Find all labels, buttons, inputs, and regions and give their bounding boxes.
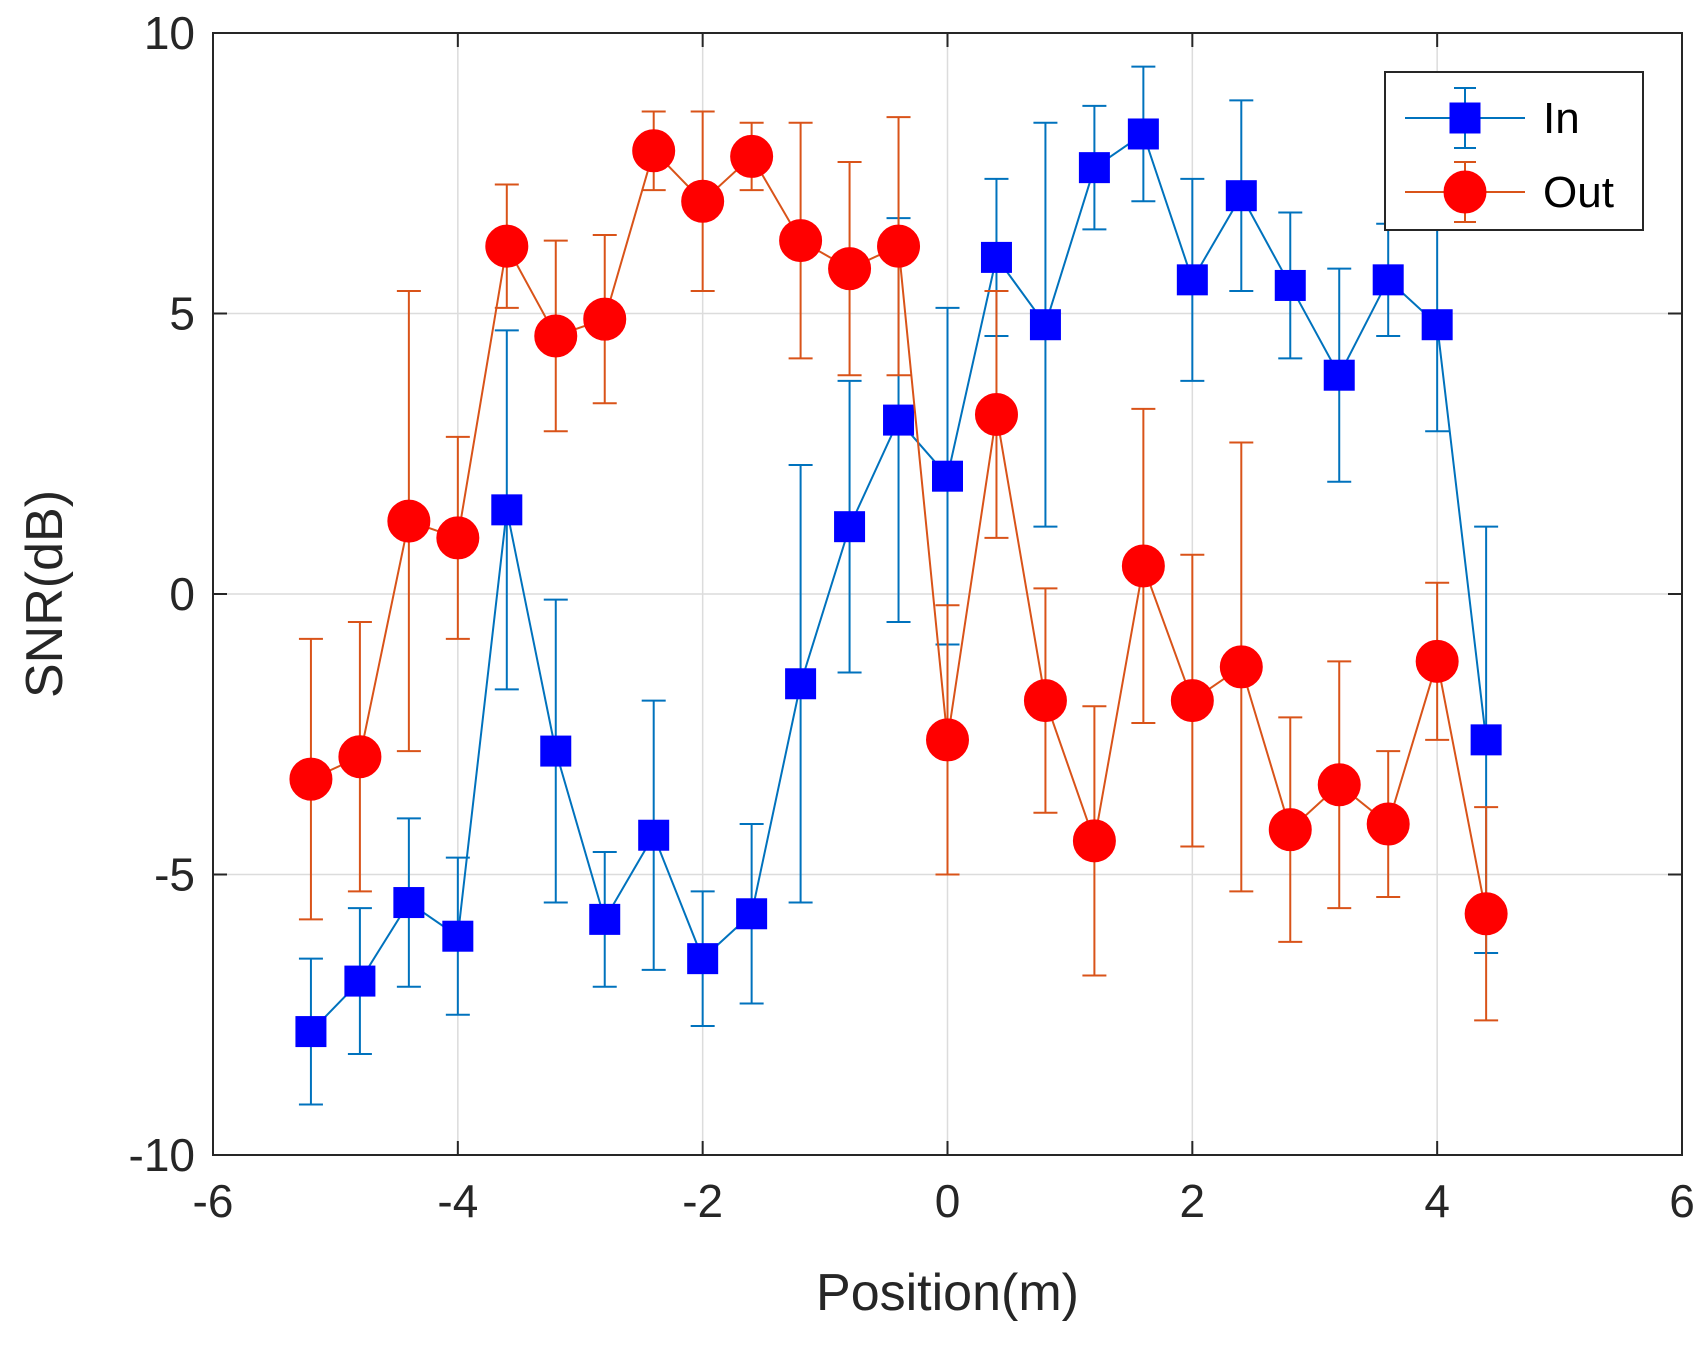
data-point-in <box>1372 264 1404 296</box>
data-point-in <box>1127 118 1159 150</box>
legend-item-out: Out <box>1405 161 1614 223</box>
data-point-out <box>828 247 872 291</box>
legend: In Out <box>1384 71 1644 231</box>
legend-box <box>1384 71 1644 231</box>
data-point-in <box>1078 152 1110 184</box>
x-tick-labels: -6 -4 -2 0 2 4 6 <box>193 1175 1695 1227</box>
data-point-out <box>1366 802 1410 846</box>
legend-marker <box>1443 170 1487 214</box>
y-tick-label: 0 <box>169 568 195 620</box>
y-tick-labels: -10 -5 0 5 10 <box>129 7 195 1181</box>
series-layer <box>289 65 1508 1106</box>
data-point-out <box>730 134 774 178</box>
data-point-in <box>540 735 572 767</box>
data-point-in <box>1176 264 1208 296</box>
y-axis-title: SNR(dB) <box>16 490 74 698</box>
x-tick-label: 6 <box>1669 1175 1695 1227</box>
x-tick-label: 2 <box>1180 1175 1206 1227</box>
legend-item-in: In <box>1405 87 1580 149</box>
data-point-in <box>883 404 915 436</box>
data-point-out <box>485 224 529 268</box>
legend-marker <box>1449 102 1481 134</box>
data-point-in <box>980 241 1012 273</box>
data-point-out <box>1464 892 1508 936</box>
data-point-in <box>736 898 768 930</box>
series-in <box>295 65 1502 1106</box>
legend-label: In <box>1543 94 1580 143</box>
data-point-in <box>344 965 376 997</box>
data-point-out <box>1023 679 1067 723</box>
data-point-out <box>387 499 431 543</box>
data-point-in <box>1225 180 1257 212</box>
data-point-out <box>877 224 921 268</box>
data-point-in <box>932 460 963 492</box>
data-point-in <box>1470 724 1502 756</box>
data-point-in <box>1421 309 1453 341</box>
y-tick-label: -10 <box>129 1129 195 1181</box>
data-point-out <box>974 392 1018 436</box>
legend-label: Out <box>1543 168 1614 217</box>
data-point-in <box>638 819 670 851</box>
data-point-in <box>393 887 425 919</box>
data-point-out <box>681 179 725 223</box>
data-point-in <box>295 1016 327 1048</box>
data-point-out <box>583 297 627 341</box>
data-point-in <box>687 943 719 975</box>
data-point-out <box>1268 808 1312 852</box>
data-point-out <box>632 129 676 173</box>
data-point-out <box>1317 763 1361 807</box>
x-tick-label: -2 <box>682 1175 723 1227</box>
data-point-out <box>534 314 578 358</box>
x-axis-title: Position(m) <box>816 1264 1079 1322</box>
y-tick-label: 10 <box>144 7 195 59</box>
legend-items: In Out <box>1405 87 1614 223</box>
data-point-out <box>1415 639 1459 683</box>
y-tick-label: -5 <box>154 849 195 901</box>
data-point-out <box>779 219 823 263</box>
data-point-out <box>436 516 480 560</box>
data-point-out <box>338 735 382 779</box>
data-point-out <box>1170 679 1214 723</box>
data-point-out <box>1072 819 1116 863</box>
data-point-in <box>442 920 474 952</box>
ticks <box>212 32 1683 1156</box>
data-point-out <box>1121 544 1165 588</box>
x-tick-label: 4 <box>1424 1175 1450 1227</box>
data-point-out <box>926 718 969 762</box>
data-point-in <box>785 668 817 700</box>
data-point-in <box>589 903 621 935</box>
data-point-in <box>1029 309 1061 341</box>
data-point-in <box>834 511 866 543</box>
x-tick-label: 0 <box>935 1175 961 1227</box>
data-point-in <box>1323 359 1355 391</box>
data-point-out <box>1219 645 1263 689</box>
series-out <box>289 110 1508 1022</box>
data-point-out <box>289 757 333 801</box>
data-point-in <box>1274 269 1306 301</box>
data-point-in <box>491 494 523 526</box>
x-tick-label: -4 <box>437 1175 478 1227</box>
x-tick-label: -6 <box>193 1175 234 1227</box>
y-tick-label: 5 <box>169 288 195 340</box>
